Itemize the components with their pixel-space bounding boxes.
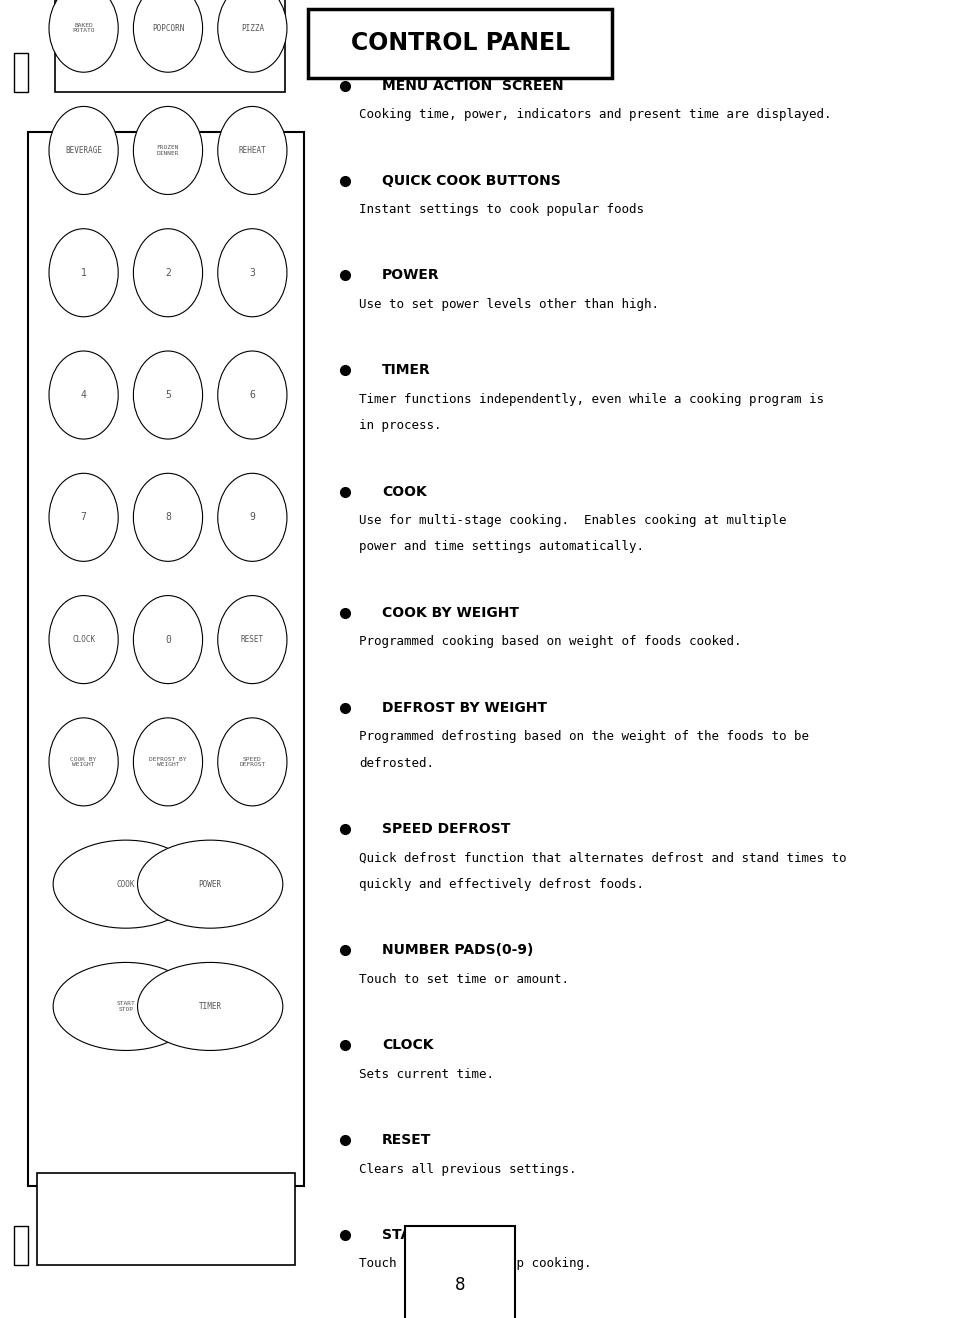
Text: POPCORN: POPCORN <box>152 24 185 33</box>
Ellipse shape <box>134 718 203 805</box>
Text: 9: 9 <box>250 513 255 522</box>
Text: RESET: RESET <box>241 635 264 645</box>
Text: TIMER: TIMER <box>382 364 431 377</box>
Text: START/STOP: START/STOP <box>382 1228 478 1242</box>
Text: POWER: POWER <box>382 269 440 282</box>
Text: CONTROL PANEL: CONTROL PANEL <box>351 32 570 55</box>
Text: Timer functions independently, even while a cooking program is: Timer functions independently, even whil… <box>358 393 824 406</box>
Text: Touch to set time or amount.: Touch to set time or amount. <box>358 973 569 986</box>
Text: Quick defrost function that alternates defrost and stand times to: Quick defrost function that alternates d… <box>358 851 846 865</box>
Ellipse shape <box>218 596 287 684</box>
Text: Touch to start or stop cooking.: Touch to start or stop cooking. <box>358 1257 592 1271</box>
Text: Instant settings to cook popular foods: Instant settings to cook popular foods <box>358 203 644 216</box>
Text: 1: 1 <box>80 268 87 278</box>
Bar <box>13 1226 28 1265</box>
Text: REHEAT: REHEAT <box>238 146 266 156</box>
Text: FROZEN
DINNER: FROZEN DINNER <box>157 145 179 156</box>
Text: PIZZA: PIZZA <box>241 24 264 33</box>
FancyBboxPatch shape <box>309 9 612 78</box>
Ellipse shape <box>49 351 119 439</box>
Ellipse shape <box>134 596 203 684</box>
Text: SPEED
DEFROST: SPEED DEFROST <box>239 757 266 767</box>
Text: Clears all previous settings.: Clears all previous settings. <box>358 1162 576 1176</box>
Text: Sets current time.: Sets current time. <box>358 1068 494 1081</box>
Text: BAKED
POTATO: BAKED POTATO <box>73 22 95 33</box>
Text: 3: 3 <box>250 268 255 278</box>
Text: CLOCK: CLOCK <box>382 1039 433 1052</box>
Text: BEVERAGE: BEVERAGE <box>65 146 102 156</box>
Text: COOK BY WEIGHT: COOK BY WEIGHT <box>382 606 519 619</box>
Text: Cooking time, power, indicators and present time are displayed.: Cooking time, power, indicators and pres… <box>358 108 832 121</box>
Ellipse shape <box>218 351 287 439</box>
Text: COOK: COOK <box>382 485 426 498</box>
Text: in process.: in process. <box>358 419 442 432</box>
Text: NUMBER PADS(0-9): NUMBER PADS(0-9) <box>382 944 533 957</box>
Ellipse shape <box>218 718 287 805</box>
Ellipse shape <box>49 229 119 316</box>
Ellipse shape <box>218 229 287 316</box>
Text: Use for multi-stage cooking.  Enables cooking at multiple: Use for multi-stage cooking. Enables coo… <box>358 514 787 527</box>
Text: Programmed cooking based on weight of foods cooked.: Programmed cooking based on weight of fo… <box>358 635 742 648</box>
Ellipse shape <box>49 718 119 805</box>
Bar <box>28 132 304 1186</box>
Text: 8: 8 <box>455 1276 466 1294</box>
Ellipse shape <box>134 351 203 439</box>
Text: COOK BY
WEIGHT: COOK BY WEIGHT <box>71 757 97 767</box>
Ellipse shape <box>138 962 283 1050</box>
Text: 6: 6 <box>250 390 255 401</box>
Bar <box>37 1173 294 1265</box>
Text: Use to set power levels other than high.: Use to set power levels other than high. <box>358 298 659 311</box>
Text: 2: 2 <box>165 268 171 278</box>
Bar <box>55 0 285 92</box>
Text: power and time settings automatically.: power and time settings automatically. <box>358 540 644 554</box>
Text: CLOCK: CLOCK <box>72 635 96 645</box>
Text: RESET: RESET <box>382 1133 431 1147</box>
Text: 8: 8 <box>165 513 171 522</box>
Text: SPEED DEFROST: SPEED DEFROST <box>382 822 511 836</box>
Ellipse shape <box>49 107 119 195</box>
Ellipse shape <box>218 0 287 72</box>
Ellipse shape <box>49 473 119 561</box>
Ellipse shape <box>49 596 119 684</box>
Ellipse shape <box>54 962 199 1050</box>
Ellipse shape <box>218 107 287 195</box>
Text: POWER: POWER <box>199 879 222 888</box>
Ellipse shape <box>218 473 287 561</box>
Text: quickly and effectively defrost foods.: quickly and effectively defrost foods. <box>358 878 644 891</box>
Text: defrosted.: defrosted. <box>358 757 434 770</box>
Text: DEFROST BY
WEIGHT: DEFROST BY WEIGHT <box>149 757 186 767</box>
Text: 4: 4 <box>80 390 87 401</box>
Text: START
STOP: START STOP <box>117 1002 135 1012</box>
Ellipse shape <box>49 0 119 72</box>
Text: DEFROST BY WEIGHT: DEFROST BY WEIGHT <box>382 701 547 714</box>
Ellipse shape <box>134 229 203 316</box>
Bar <box>13 53 28 92</box>
Text: QUICK COOK BUTTONS: QUICK COOK BUTTONS <box>382 174 561 187</box>
Text: 5: 5 <box>165 390 171 401</box>
Ellipse shape <box>134 473 203 561</box>
Ellipse shape <box>134 107 203 195</box>
Text: TIMER: TIMER <box>199 1002 222 1011</box>
Text: 7: 7 <box>80 513 87 522</box>
Text: 0: 0 <box>165 634 171 645</box>
Text: Programmed defrosting based on the weight of the foods to be: Programmed defrosting based on the weigh… <box>358 730 809 743</box>
Ellipse shape <box>54 840 199 928</box>
Text: COOK: COOK <box>117 879 135 888</box>
Text: MENU ACTION  SCREEN: MENU ACTION SCREEN <box>382 79 564 92</box>
Ellipse shape <box>138 840 283 928</box>
Ellipse shape <box>134 0 203 72</box>
